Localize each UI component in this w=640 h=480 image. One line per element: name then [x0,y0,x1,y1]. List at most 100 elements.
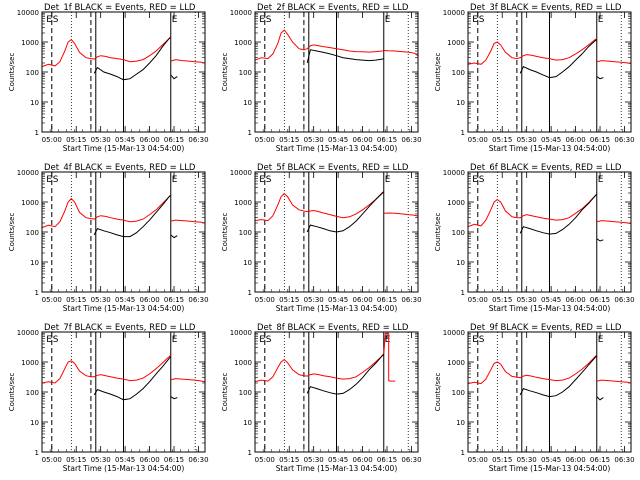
x-axis-label: Start Time (15-Mar-13 04:54:00) [276,464,398,473]
y-tick-label: 10 [30,419,39,427]
x-tick-label: 05:00 [42,136,62,144]
lld-series-line [255,191,385,222]
x-tick-label: 06:15 [377,136,397,144]
x-axis-label: Start Time (15-Mar-13 04:54:00) [63,144,185,153]
x-axis-label: Start Time (15-Mar-13 04:54:00) [276,304,398,313]
y-tick-label: 100 [452,69,465,77]
x-tick-label: 05:45 [115,296,135,304]
lld-series-line [383,212,418,217]
lld-series-line [42,36,172,68]
panel-title: Det_2f BLACK = Events, RED = LLD [257,3,409,13]
x-axis-label: Start Time (15-Mar-13 04:54:00) [63,464,185,473]
y-tick-label: 1 [461,449,465,457]
x-tick-label: 05:30 [91,136,111,144]
flag-label: S [479,335,485,345]
x-tick-label: 05:45 [115,136,135,144]
flag-label: E [472,335,478,345]
x-tick-label: 06:30 [401,136,421,144]
x-tick-label: 05:00 [468,456,488,464]
lld-series-line [255,29,384,61]
panel-title: Det_3f BLACK = Events, RED = LLD [470,3,622,13]
y-tick-label: 1 [461,129,465,137]
x-tick-label: 05:00 [468,136,488,144]
x-axis-label: Start Time (15-Mar-13 04:54:00) [489,144,611,153]
flag-label: E [598,15,604,25]
y-tick-label: 1000 [234,359,252,367]
x-tick-label: 06:15 [164,136,184,144]
x-tick-label: 05:45 [328,296,348,304]
panel-title: Det_1f BLACK = Events, RED = LLD [44,3,196,13]
x-tick-label: 06:15 [164,456,184,464]
x-tick-label: 06:30 [188,296,208,304]
x-tick-label: 06:00 [352,136,372,144]
y-tick-label: 10 [456,99,465,107]
y-tick-label: 10 [243,419,252,427]
x-axis-label: Start Time (15-Mar-13 04:54:00) [489,464,611,473]
y-tick-label: 10 [30,259,39,267]
x-tick-label: 05:30 [304,296,324,304]
plot-frame [41,11,206,133]
events-series-line [170,234,178,239]
y-tick-label: 1000 [21,199,39,207]
events-series-line [596,76,604,80]
x-tick-label: 05:30 [304,136,324,144]
lld-series-line [42,354,172,384]
x-tick-label: 05:45 [541,456,561,464]
flag-label: E [259,175,265,185]
flag-label: E [172,175,178,185]
flag-label: E [598,335,604,345]
events-series-line [519,39,598,79]
x-tick-label: 05:15 [66,136,86,144]
y-tick-label: 100 [452,389,465,397]
y-axis-label: Counts/sec [434,213,442,252]
y-tick-label: 100 [26,69,39,77]
lld-series-line [468,354,598,385]
y-axis-label: Counts/sec [221,53,229,92]
detector-panel: Det_8f BLACK = Events, RED = LLD 1 10 100 10… [221,323,422,473]
x-tick-label: 06:00 [139,296,159,304]
lld-series-line [170,219,205,224]
x-tick-label: 05:30 [91,296,111,304]
events-series-line [93,37,172,81]
lld-series-line [468,193,598,228]
x-tick-label: 06:00 [352,456,372,464]
x-tick-label: 05:15 [279,456,299,464]
flag-label: S [266,15,272,25]
plot-frame [254,11,419,133]
y-tick-label: 1 [35,129,39,137]
events-series-line [306,353,385,395]
lld-series-line [255,353,385,383]
plot-frame [467,11,632,133]
detector-panel: Det_4f BLACK = Events, RED = LLD 1 10 100 10… [8,163,209,313]
lld-series-line [170,378,205,383]
lld-series-line [596,60,631,65]
x-tick-label: 06:30 [614,296,634,304]
plot-frame [254,331,419,453]
y-axis-label: Counts/sec [434,53,442,92]
flag-label: E [385,15,391,25]
lld-series-line [596,379,631,384]
y-tick-label: 10000 [17,329,39,337]
y-tick-label: 100 [239,229,252,237]
y-tick-label: 1000 [447,359,465,367]
y-tick-label: 10 [243,259,252,267]
x-tick-label: 05:15 [492,296,512,304]
x-tick-label: 06:30 [188,136,208,144]
y-tick-label: 10 [456,259,465,267]
y-tick-label: 10 [30,99,39,107]
y-tick-label: 10000 [230,169,252,177]
y-tick-label: 1000 [21,359,39,367]
events-series-line [93,194,172,238]
y-tick-label: 100 [26,389,39,397]
y-tick-label: 10 [243,99,252,107]
x-tick-label: 05:15 [279,136,299,144]
x-tick-label: 05:30 [91,456,111,464]
x-tick-label: 05:15 [66,296,86,304]
x-tick-label: 05:15 [492,456,512,464]
x-tick-label: 06:15 [377,296,397,304]
y-tick-label: 1000 [234,199,252,207]
x-tick-label: 06:30 [614,456,634,464]
x-tick-label: 06:15 [590,136,610,144]
flag-label: S [53,175,59,185]
